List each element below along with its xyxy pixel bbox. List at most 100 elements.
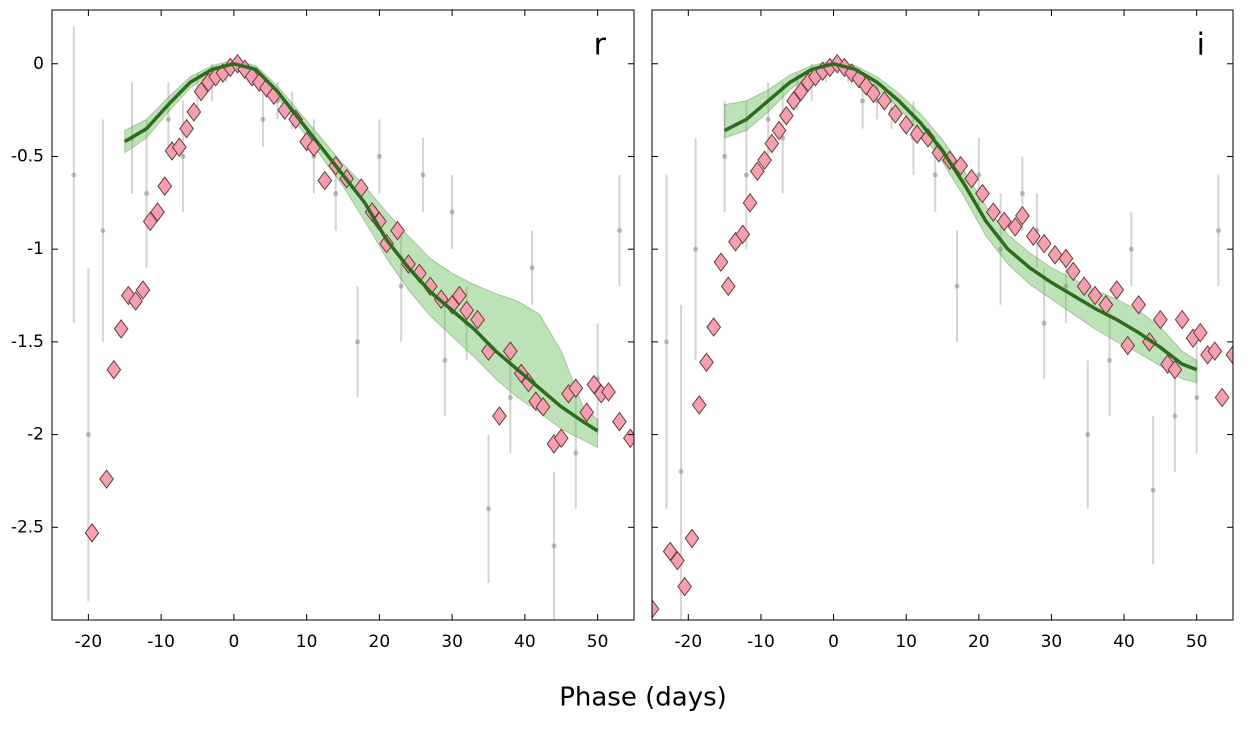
x-tick-label: 40	[1113, 632, 1135, 652]
diamond-marker	[150, 202, 165, 222]
diamond-marker	[1036, 233, 1052, 254]
observation-point	[180, 153, 186, 159]
observation-point	[678, 469, 684, 475]
diamond-marker	[691, 395, 707, 415]
diamond-marker	[985, 202, 1001, 222]
diamond-marker	[622, 428, 634, 449]
diamond-marker	[1167, 359, 1183, 380]
panel-label: i	[1197, 28, 1205, 63]
observation-point	[954, 283, 960, 289]
observation-point	[529, 265, 535, 271]
diamond-marker	[470, 309, 485, 330]
diamond-marker	[720, 276, 736, 297]
diamond-marker	[186, 102, 202, 122]
observation-point	[932, 172, 938, 178]
observation-point	[1063, 283, 1069, 289]
diamond-marker	[1076, 276, 1092, 297]
observation-point	[376, 153, 382, 159]
diamond-marker	[652, 599, 660, 619]
observation-point	[1215, 228, 1221, 234]
observation-point	[144, 191, 150, 197]
diamond-marker	[1058, 248, 1074, 269]
observation-point	[616, 228, 622, 234]
observation-point	[860, 98, 866, 104]
observation-point	[1107, 357, 1113, 363]
diamond-marker	[106, 359, 122, 380]
observation-point	[71, 172, 77, 178]
y-tick-label: -1.5	[11, 332, 44, 352]
diamond-marker	[579, 402, 595, 423]
observation-point	[333, 191, 339, 197]
observation-point	[420, 172, 426, 178]
observation-point	[1172, 413, 1178, 419]
diamond-marker	[1087, 285, 1103, 306]
observation-point	[486, 506, 491, 512]
x-tick-label: -10	[747, 632, 775, 652]
x-tick-label: 40	[514, 632, 536, 652]
x-tick-label: 50	[1186, 632, 1208, 652]
diamond-marker	[1153, 309, 1168, 330]
diamond-marker	[713, 252, 729, 272]
x-axis-label: Phase (days)	[559, 683, 727, 713]
diamond-marker	[142, 211, 158, 232]
x-tick-label: 10	[895, 632, 917, 652]
y-tick-label: 0	[33, 54, 44, 74]
diamond-marker	[568, 378, 584, 399]
diamond-marker	[975, 183, 990, 204]
x-tick-label: 30	[1041, 632, 1063, 652]
diamond-marker	[193, 81, 209, 102]
observation-point	[1128, 246, 1134, 252]
observation-point	[1019, 191, 1025, 197]
diamond-marker	[379, 233, 395, 254]
diamond-marker	[128, 291, 144, 311]
diamond-marker	[390, 220, 405, 241]
x-tick-label: 30	[441, 632, 463, 652]
diamond-marker	[757, 150, 772, 171]
diamond-marker	[706, 317, 722, 337]
diamond-marker	[535, 396, 551, 417]
diamond-marker	[99, 469, 114, 489]
diamond-marker	[84, 523, 100, 543]
diamond-marker	[1174, 309, 1190, 330]
diamond-marker	[586, 374, 602, 395]
observation-point	[260, 116, 266, 122]
diamond-marker	[157, 176, 173, 196]
diamond-marker	[909, 124, 925, 145]
x-tick-label: 50	[587, 632, 609, 652]
diamond-marker	[452, 285, 467, 306]
diamond-marker	[612, 411, 627, 432]
observation-point	[1041, 320, 1047, 326]
diamond-marker	[135, 280, 151, 300]
diamond-marker	[459, 300, 475, 321]
panel-label: r	[594, 28, 607, 63]
diamond-marker	[786, 91, 801, 111]
observation-point	[1150, 487, 1156, 493]
x-tick-label: -10	[147, 632, 175, 652]
plot-area	[71, 26, 634, 620]
observation-point	[998, 246, 1004, 252]
plot-frame	[651, 9, 1234, 621]
diamond-marker	[502, 341, 518, 361]
diamond-marker	[662, 541, 678, 562]
observation-point	[442, 357, 448, 363]
diamond-marker	[317, 170, 333, 191]
diamond-marker	[996, 211, 1012, 232]
observation-point	[1194, 395, 1200, 401]
diamond-marker	[953, 155, 969, 176]
diamond-marker	[1131, 294, 1146, 315]
diamond-marker	[749, 161, 765, 182]
confidence-band	[724, 59, 1198, 384]
diamond-marker	[179, 118, 194, 139]
y-tick-label: -0.5	[11, 146, 44, 166]
diamond-marker	[601, 382, 616, 402]
plot-frame	[51, 9, 635, 621]
x-tick-label: 0	[828, 632, 839, 652]
diamond-marker	[288, 109, 304, 130]
diamond-marker	[1065, 261, 1081, 282]
diamond-marker	[735, 224, 751, 245]
plot-area	[652, 53, 1233, 620]
diamond-marker	[677, 576, 693, 597]
y-tick-label: -2.5	[11, 517, 44, 537]
diamond-marker	[866, 83, 881, 104]
